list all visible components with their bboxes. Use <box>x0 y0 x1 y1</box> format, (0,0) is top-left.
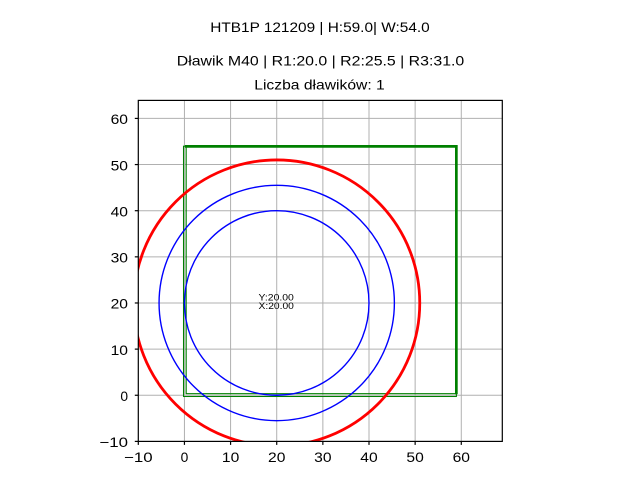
svg-text:−10: −10 <box>124 450 153 465</box>
svg-text:20: 20 <box>111 297 129 312</box>
svg-text:Liczba dławików: 1: Liczba dławików: 1 <box>254 78 385 93</box>
svg-text:20: 20 <box>268 450 286 465</box>
svg-text:60: 60 <box>453 450 471 465</box>
svg-text:60: 60 <box>111 112 129 127</box>
svg-text:40: 40 <box>111 204 129 219</box>
svg-text:40: 40 <box>360 450 378 465</box>
svg-text:30: 30 <box>111 251 129 266</box>
svg-text:50: 50 <box>406 450 424 465</box>
svg-text:−10: −10 <box>99 435 128 450</box>
svg-text:30: 30 <box>314 450 332 465</box>
svg-text:0: 0 <box>120 389 128 404</box>
svg-text:50: 50 <box>111 158 129 173</box>
svg-text:0: 0 <box>181 450 189 465</box>
svg-text:Y:20.00: Y:20.00 <box>259 293 294 303</box>
svg-text:HTB1P 121209 | H:59.0| W:54.0: HTB1P 121209 | H:59.0| W:54.0 <box>210 20 430 35</box>
svg-text:10: 10 <box>222 450 240 465</box>
svg-text:Dławik M40 | R1:20.0 | R2:25.5: Dławik M40 | R1:20.0 | R2:25.5 | R3:31.0 <box>177 53 465 68</box>
svg-text:10: 10 <box>111 343 129 358</box>
svg-text:X:20.00: X:20.00 <box>259 301 294 311</box>
